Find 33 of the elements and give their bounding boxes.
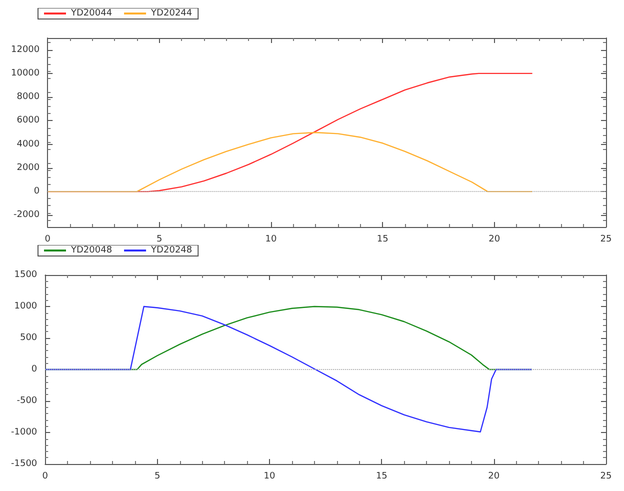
y-tick-label: 1000 — [14, 302, 38, 312]
y-tick-label: 6000 — [16, 116, 40, 126]
x-tick-label: 25 — [600, 472, 612, 482]
x-tick-label: 20 — [488, 472, 500, 482]
y-tick-label: 500 — [20, 333, 38, 343]
x-tick-label: 10 — [265, 234, 277, 244]
line-series — [44, 306, 533, 432]
legend-label: YD20044 — [70, 8, 112, 18]
y-tick-label: -500 — [16, 396, 38, 406]
y-tick-label: -2000 — [13, 210, 40, 220]
x-tick-label: 10 — [264, 472, 276, 482]
y-tick-label: 2000 — [16, 162, 40, 173]
y-tick-label: -1000 — [10, 428, 38, 438]
y-tick-label: 0 — [31, 364, 38, 374]
x-tick-label: 5 — [154, 472, 160, 482]
x-tick-label: 15 — [376, 472, 388, 482]
legend-label: YD20048 — [70, 246, 112, 256]
x-tick-label: 15 — [376, 234, 388, 244]
legend-label: YD20248 — [150, 246, 192, 256]
y-tick-label: 8000 — [16, 92, 40, 102]
y-tick-label: 0 — [34, 186, 40, 197]
y-tick-label: -1500 — [10, 459, 38, 469]
x-tick-label: 5 — [156, 234, 162, 244]
x-tick-label: 25 — [600, 234, 612, 244]
x-tick-label: 0 — [42, 472, 48, 482]
legend-label: YD20244 — [150, 8, 192, 18]
y-tick-label: 10000 — [10, 68, 40, 78]
x-tick-label: 0 — [44, 234, 51, 244]
line-series — [47, 132, 533, 192]
y-tick-label: 4000 — [16, 139, 40, 150]
y-tick-label: 12000 — [10, 44, 40, 55]
y-tick-label: 1500 — [14, 270, 38, 280]
x-tick-label: 20 — [488, 234, 500, 244]
